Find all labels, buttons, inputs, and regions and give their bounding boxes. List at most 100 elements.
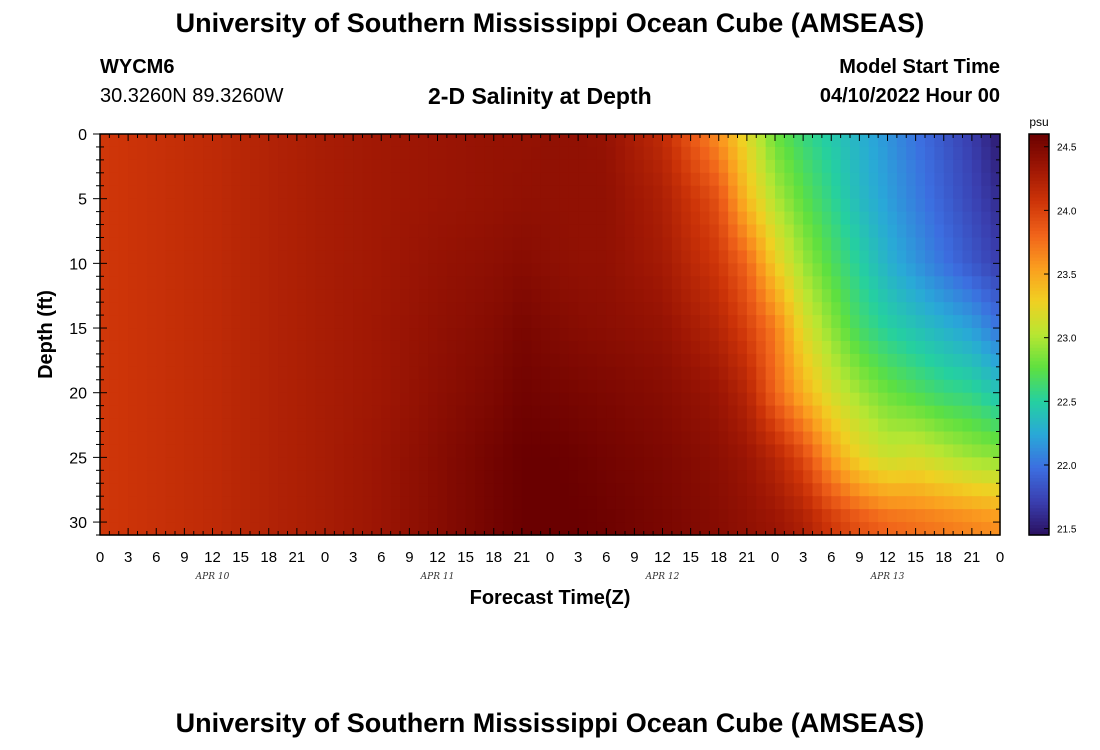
heatmap-cell (709, 134, 720, 148)
x-tick-label: 9 (180, 549, 188, 566)
heatmap-cell (156, 237, 167, 252)
heatmap-cell (437, 172, 448, 187)
heatmap-cell (184, 289, 195, 303)
heatmap-cell (803, 496, 814, 510)
heatmap-cell (118, 496, 129, 510)
heatmap-cell (756, 263, 767, 277)
heatmap-cell (990, 237, 1001, 252)
heatmap-cell (653, 496, 664, 510)
heatmap-cell (662, 159, 673, 174)
heatmap-cell (418, 418, 429, 433)
heatmap-cell (306, 172, 317, 187)
colorbar-segment (1029, 174, 1049, 179)
heatmap-cell (784, 366, 795, 381)
heatmap-cell (400, 172, 410, 187)
heatmap-cell (587, 353, 598, 368)
x-tick-label: 6 (827, 549, 835, 566)
heatmap-cell (503, 302, 514, 316)
heatmap-cell (990, 185, 1001, 200)
heatmap-cell (428, 353, 439, 368)
heatmap-cell (662, 198, 673, 213)
heatmap-cell (596, 379, 607, 394)
heatmap-cell (306, 431, 317, 446)
heatmap-cell (250, 444, 260, 458)
heatmap-cell (418, 509, 429, 523)
heatmap-cell (353, 522, 364, 536)
heatmap-cell (268, 328, 279, 342)
heatmap-cell (606, 522, 617, 536)
heatmap-cell (465, 185, 476, 200)
heatmap-cell (334, 172, 345, 187)
heatmap-cell (465, 211, 476, 226)
heatmap-cell (653, 146, 664, 161)
heatmap-cell (259, 366, 270, 381)
heatmap-cell (512, 211, 523, 226)
heatmap-cell (128, 159, 139, 174)
heatmap-cell (615, 340, 626, 355)
heatmap-cell (203, 444, 214, 458)
heatmap-cell (315, 224, 326, 239)
heatmap-cell (512, 263, 523, 277)
heatmap-cell (287, 496, 298, 510)
heatmap-cell (868, 159, 879, 174)
heatmap-cell (737, 353, 748, 368)
heatmap-cell (521, 522, 532, 536)
heatmap-cell (465, 237, 476, 252)
heatmap-cell (343, 431, 354, 446)
heatmap-cell (784, 405, 795, 420)
heatmap-cell (718, 263, 729, 277)
colorbar-segment (1029, 518, 1049, 523)
heatmap-cell (550, 522, 560, 536)
heatmap-cell (315, 263, 326, 277)
heatmap-cell (109, 185, 120, 200)
heatmap-cell (296, 146, 307, 161)
colorbar-segment (1029, 511, 1049, 516)
colorbar: 21.522.022.523.023.524.024.5 (1028, 133, 1077, 536)
heatmap-cell (606, 328, 617, 342)
heatmap-cell (821, 185, 832, 200)
heatmap-cell (653, 392, 664, 407)
heatmap-cell (596, 146, 607, 161)
heatmap-cell (606, 405, 617, 420)
heatmap-cell (578, 315, 589, 329)
heatmap-cell (456, 185, 467, 200)
heatmap-cell (681, 185, 692, 200)
heatmap-cell (578, 379, 589, 394)
heatmap-cell (287, 470, 298, 484)
heatmap-cell (231, 134, 242, 148)
heatmap-cell (118, 276, 129, 290)
heatmap-cell (315, 159, 326, 174)
heatmap-cell (587, 444, 598, 458)
heatmap-cell (690, 146, 701, 161)
heatmap-cell (550, 263, 560, 277)
heatmap-cell (118, 250, 129, 264)
colorbar-segment (1029, 150, 1049, 155)
heatmap-cell (840, 522, 851, 536)
heatmap-cell (934, 198, 945, 213)
heatmap-cell (390, 328, 401, 342)
colorbar-segment (1029, 210, 1049, 215)
heatmap-cell (240, 185, 251, 200)
heatmap-cell (925, 276, 935, 290)
heatmap-cell (746, 146, 757, 161)
heatmap-cell (418, 211, 429, 226)
heatmap-cell (193, 444, 204, 458)
heatmap-cell (156, 379, 167, 394)
heatmap-cell (784, 418, 795, 433)
heatmap-cell (231, 444, 242, 458)
heatmap-cell (953, 405, 964, 420)
heatmap-cell (746, 392, 757, 407)
heatmap-cell (353, 211, 364, 226)
heatmap-cell (475, 379, 485, 394)
x-tick-label: 0 (771, 549, 779, 566)
heatmap-cell (634, 328, 645, 342)
colorbar-segment (1029, 321, 1049, 326)
heatmap-cell (409, 509, 420, 523)
heatmap-cell (400, 276, 410, 290)
heatmap-cell (193, 302, 204, 316)
x-tick-label: 6 (602, 549, 610, 566)
heatmap-cell (625, 250, 635, 264)
heatmap-cell (212, 263, 223, 277)
heatmap-cell (240, 496, 251, 510)
heatmap-cell (962, 444, 973, 458)
